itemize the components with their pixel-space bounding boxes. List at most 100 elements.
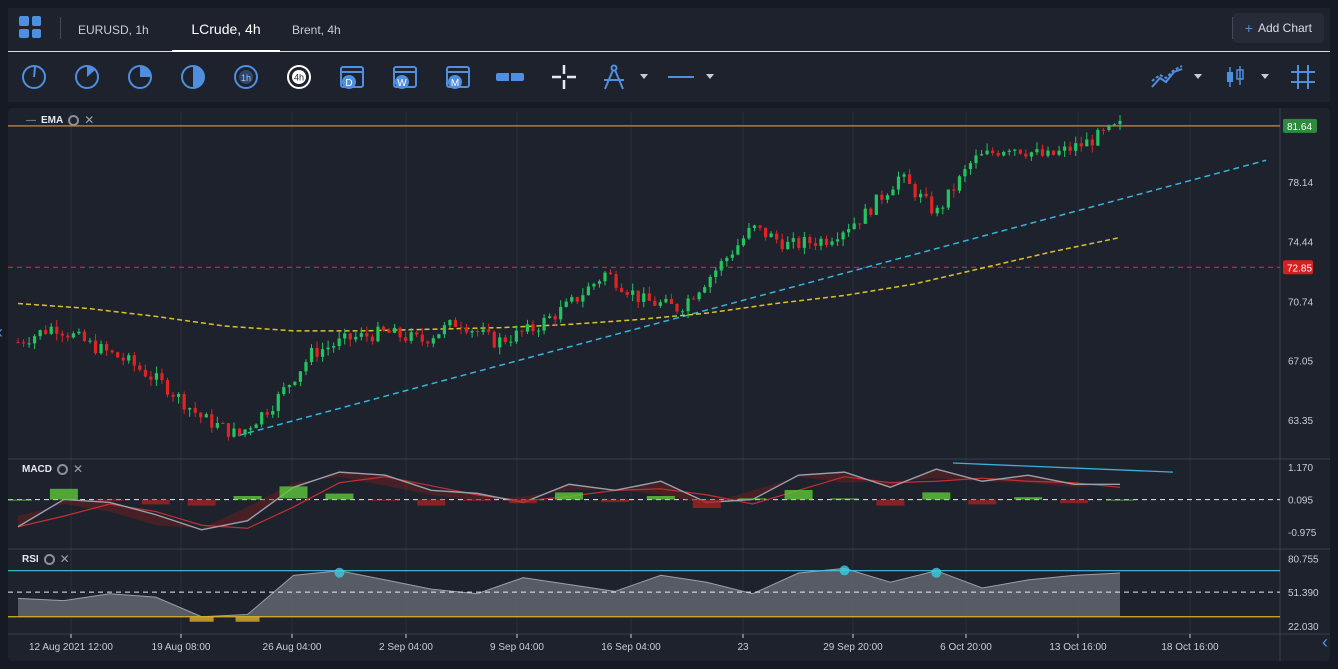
candle xyxy=(603,272,607,282)
candle xyxy=(481,329,485,333)
macd-histogram-bar xyxy=(1060,499,1089,504)
interval-4h-button[interactable]: 4h xyxy=(285,63,313,91)
candle xyxy=(924,193,928,197)
close-icon[interactable]: ✕ xyxy=(59,552,70,566)
candle xyxy=(957,176,962,191)
interval-1m-icon[interactable] xyxy=(73,63,101,91)
interval-day-button[interactable]: D xyxy=(338,63,366,91)
interval-tick-icon[interactable] xyxy=(20,63,48,91)
candle xyxy=(1035,149,1039,153)
candle xyxy=(963,169,967,177)
candle xyxy=(160,373,164,381)
candle xyxy=(691,298,696,300)
time-tick-label: 23 xyxy=(737,642,749,653)
price-tick-label: 78.14 xyxy=(1288,178,1313,189)
candle xyxy=(581,295,585,302)
chart-area[interactable]: 78.14 74.44 70.74 67.05 63.35 81.64 72.85 1.170… xyxy=(8,108,1330,661)
collapse-icon[interactable]: — xyxy=(26,114,36,126)
plus-icon: + xyxy=(1244,20,1253,36)
candle xyxy=(503,337,507,342)
layout-grid-icon[interactable] xyxy=(19,16,41,38)
candle xyxy=(193,408,197,413)
candle xyxy=(1029,152,1033,157)
price-chart[interactable]: 78.14 74.44 70.74 67.05 63.35 81.64 72.85 1.170… xyxy=(8,108,1330,661)
candle xyxy=(736,245,740,255)
macd-legend: MACD ✕ xyxy=(22,462,83,476)
macd-histogram-bar xyxy=(233,496,262,500)
range-icon[interactable] xyxy=(494,63,526,91)
candle xyxy=(365,333,369,337)
line-style-icon[interactable] xyxy=(666,63,698,91)
close-icon[interactable]: ✕ xyxy=(73,462,84,476)
macd-histogram-bar xyxy=(1106,499,1134,501)
candle xyxy=(116,352,120,358)
chevron-down-icon[interactable] xyxy=(706,74,714,79)
candle xyxy=(1046,150,1050,156)
chevron-left-icon[interactable]: ‹ xyxy=(1322,632,1328,652)
time-tick-label: 9 Sep 04:00 xyxy=(490,642,544,653)
candle xyxy=(404,337,408,341)
chevron-down-icon[interactable] xyxy=(1194,74,1202,79)
candle xyxy=(298,371,303,382)
chart-type-line-icon[interactable] xyxy=(1150,63,1184,91)
candle xyxy=(354,336,358,340)
interval-15m-icon[interactable] xyxy=(126,63,154,91)
candle xyxy=(287,385,291,388)
time-tick-label: 19 Aug 08:00 xyxy=(152,642,211,653)
candle xyxy=(614,274,618,288)
crosshair-icon[interactable] xyxy=(550,63,578,91)
candle-icon[interactable] xyxy=(1221,63,1249,91)
candle xyxy=(758,225,762,228)
level-price-badge xyxy=(1283,260,1313,275)
chevron-left-icon[interactable]: ‹ xyxy=(0,322,3,343)
tab-lcrude[interactable]: LCrude, 4h xyxy=(172,8,280,52)
divider xyxy=(1232,17,1233,39)
candle xyxy=(919,193,923,198)
candle xyxy=(874,194,878,215)
candle xyxy=(309,347,314,363)
candle xyxy=(276,394,280,412)
candle xyxy=(1063,146,1067,151)
candle xyxy=(265,412,269,415)
current-price-badge xyxy=(1283,118,1317,133)
candle xyxy=(725,257,729,262)
tab-brent[interactable]: Brent, 4h xyxy=(292,23,341,37)
candle xyxy=(182,394,186,410)
candle xyxy=(808,237,812,244)
grid-icon[interactable] xyxy=(1289,63,1317,91)
gear-icon[interactable] xyxy=(68,114,80,126)
time-tick-label: 6 Oct 20:00 xyxy=(940,642,992,653)
drawing-compass-icon[interactable] xyxy=(600,63,628,91)
macd-histogram-bar xyxy=(463,499,492,501)
interval-month-button[interactable]: M xyxy=(444,63,472,91)
candle xyxy=(907,174,912,185)
candle xyxy=(802,237,806,248)
candle xyxy=(21,342,26,344)
candle xyxy=(869,208,873,215)
chevron-down-icon[interactable] xyxy=(1261,74,1269,79)
interval-1h-button[interactable]: 1h xyxy=(232,63,260,91)
rsi-overbought-marker xyxy=(334,567,345,578)
gear-icon[interactable] xyxy=(57,463,68,475)
candle xyxy=(1101,129,1105,131)
candle xyxy=(675,304,679,312)
macd-fill xyxy=(18,469,1120,530)
candle xyxy=(420,334,424,342)
macd-histogram-bar xyxy=(95,499,124,501)
candle xyxy=(979,154,984,156)
candle xyxy=(409,332,413,341)
candle xyxy=(487,329,491,332)
chevron-down-icon[interactable] xyxy=(640,74,648,79)
rsi-tick-label: 51.390 xyxy=(1288,588,1319,599)
candle xyxy=(531,324,535,332)
candle xyxy=(1051,150,1056,155)
gear-icon[interactable] xyxy=(43,553,55,565)
candle xyxy=(77,331,81,334)
interval-week-button[interactable]: W xyxy=(391,63,419,91)
close-icon[interactable]: ✕ xyxy=(84,113,95,127)
tab-eurusd[interactable]: EURUSD, 1h xyxy=(78,23,149,37)
interval-30m-icon[interactable] xyxy=(179,63,207,91)
candle xyxy=(996,153,1000,156)
add-chart-button[interactable]: + Add Chart xyxy=(1232,13,1324,43)
candle xyxy=(431,338,435,344)
